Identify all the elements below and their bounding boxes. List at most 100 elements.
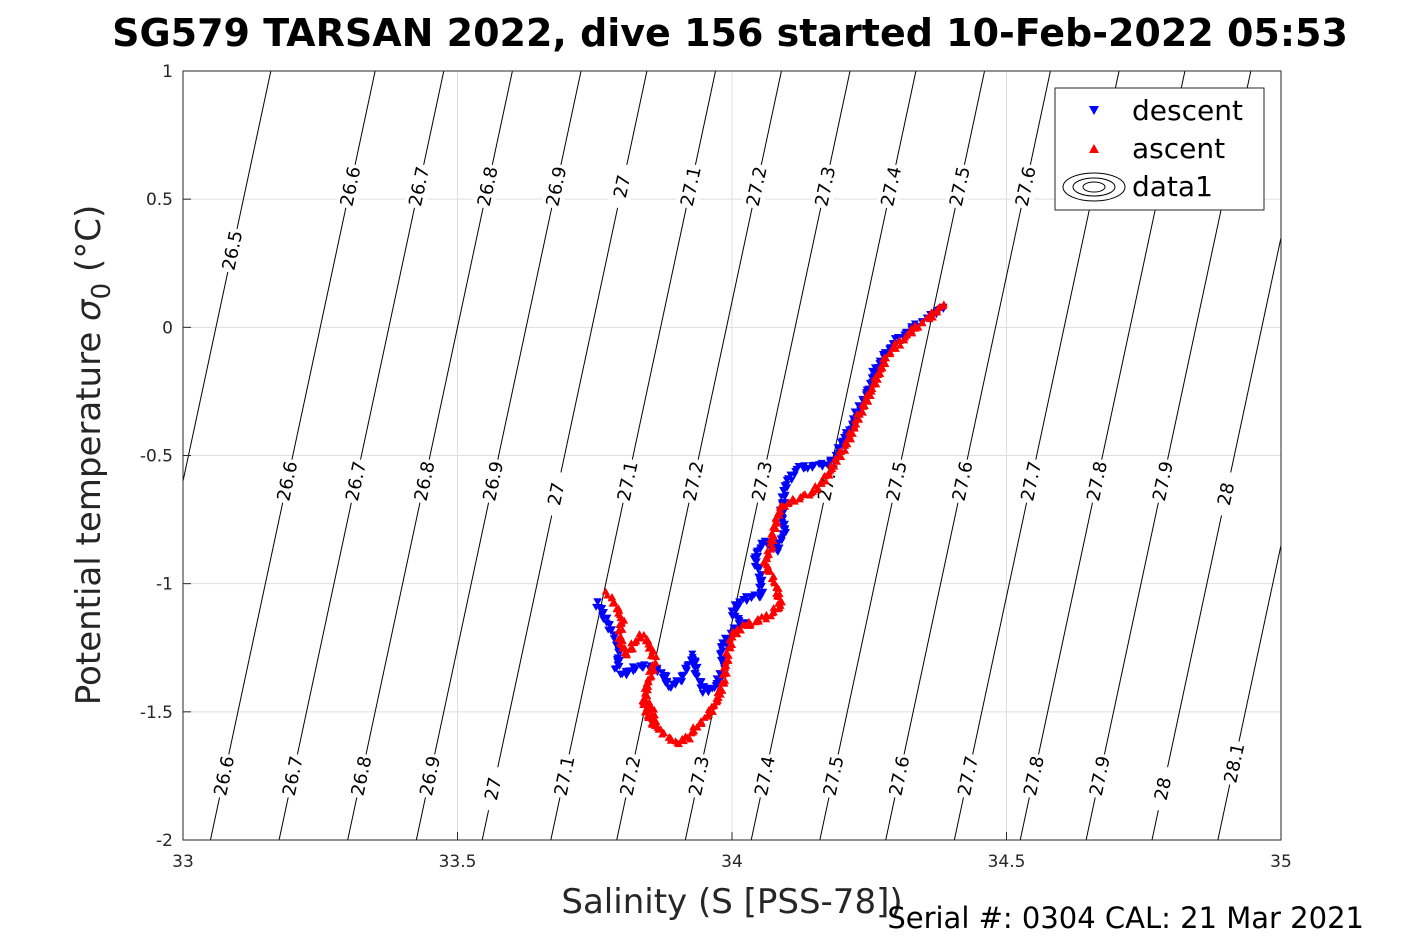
descent-point [833,444,842,452]
ascent-point [601,587,610,595]
ascent-point [704,706,713,714]
descent-point [754,566,763,574]
isopycnal-label-gap [678,457,709,505]
descent-point [691,669,700,677]
ascent-point [850,424,859,432]
ascent-point [647,720,656,728]
descent-point [684,661,693,669]
isopycnal-label-gap [1015,457,1047,505]
descent-point [748,593,757,601]
isopycnal-label-gap [346,752,377,800]
calibration-footer: Serial #: 0304 CAL: 21 Mar 2021 [887,901,1364,935]
ascent-point [607,594,616,602]
isopycnal-label-gap [477,764,509,813]
ascent-point [784,498,793,506]
ascent-point [934,304,943,312]
isopycnal-label: 27 [544,481,569,508]
descent-point [783,484,792,492]
ascent-point [769,577,778,585]
ascent-point [618,644,627,652]
descent-point [679,672,688,680]
isopycnal-label-gap [746,457,778,505]
y-tick-label: 0.5 [146,190,173,210]
ascent-point [868,380,877,388]
y-tick-label: 0 [162,318,173,338]
descent-point [799,465,808,473]
x-tick-label: 33 [172,852,194,872]
ascent-point [603,591,612,599]
axis-ticks: 33 33.5 34 34.5 35 -2 -1.5 -1 -0.5 0 0.5 1 [140,62,1292,872]
ascent-point [689,723,698,731]
isopycnal-label-gap [277,752,309,800]
descent-point [754,573,763,581]
y-axis-label-sigma: σ [69,298,109,321]
ascent-point [622,649,631,657]
ascent-point [625,645,634,653]
ascent-point [867,387,876,395]
ascent-point [708,707,717,715]
isopycnal-label-gap [208,752,240,800]
ascent-point [860,402,869,410]
ascent-point [642,679,651,687]
isopycnal-label-gap [540,470,572,518]
isopycnal-label-gap [881,457,913,505]
isopycnal-label-gap [540,162,572,211]
ascent-point [740,621,749,629]
descent-point [840,434,849,442]
descent-point [778,530,787,538]
descent-point [666,685,675,693]
descent-point [610,632,619,640]
descent-point [613,654,622,662]
ascent-point [678,734,687,742]
isopycnal-label-gap [271,457,303,505]
isopycnal-label-gap [952,752,984,800]
ascent-point [632,637,641,645]
ascent-point [620,616,629,624]
ascent-point [765,567,774,575]
legend-data1-label: data1 [1132,170,1213,203]
ascent-point [772,584,781,592]
descent-point [773,548,782,556]
isopycnal-label-gap [675,162,707,211]
legend: descent ascent data1 [1054,87,1265,211]
isopycnal-label-gap [1081,457,1113,505]
y-tick-label: -1 [156,575,173,595]
ascent-point [895,336,904,344]
ascent-point [650,705,659,713]
ascent-point [890,339,899,347]
isopycnal-label-gap [340,457,372,505]
descent-point [755,594,764,602]
descent-point [628,663,637,671]
isopycnal-label-gap [217,226,248,275]
ascent-point [820,472,829,480]
legend-box [1054,87,1265,211]
descent-point [718,643,727,651]
ascent-point [646,673,655,681]
isopycnal-label-gap [414,752,446,800]
descent-point [825,458,834,466]
chart-title: SG579 TARSAN 2022, dive 156 started 10-F… [112,11,1348,55]
descent-point [778,519,787,527]
descent-point [868,367,877,375]
isopycnal-label-gap [477,457,509,505]
ascent-point [766,535,775,543]
ascent-point [642,706,651,714]
y-tick-label: 1 [162,62,173,82]
y-axis-label-main: Potential temperature [69,321,109,705]
ascent-point [922,314,931,322]
ascent-point [697,718,706,726]
y-tick-label: -2 [156,831,173,851]
descent-point [598,610,607,618]
ascent-point [618,625,627,633]
descent-point [696,684,705,692]
isopycnal-label-gap [335,162,366,211]
isopycnal-label-gap [1010,162,1042,211]
descent-point [610,665,619,673]
descent-point [792,466,801,474]
isopycnal-label-gap [1018,752,1050,800]
ascent-point [772,524,781,532]
legend-ascent-label: ascent [1132,132,1225,165]
ascent-point [721,663,730,671]
isopycnal-label: 27 [481,775,506,802]
legend-descent-label: descent [1132,94,1243,127]
